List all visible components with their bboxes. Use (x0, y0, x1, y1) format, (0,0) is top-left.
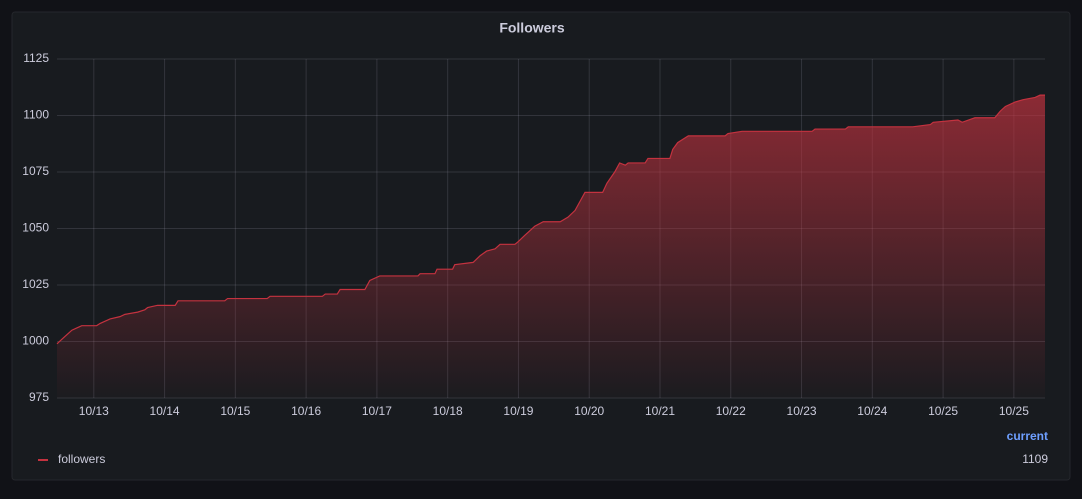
x-tick-label: 10/20 (574, 404, 604, 418)
legend-label[interactable]: followers (58, 452, 105, 466)
x-tick-label: 10/18 (433, 404, 463, 418)
line (56, 94, 1045, 345)
y-tick-label: 1100 (23, 108, 49, 122)
y-tick-label: 1050 (22, 221, 49, 235)
x-tick-label: 10/17 (362, 404, 392, 418)
chart-title: Followers (499, 20, 565, 36)
x-tick-label: 10/21 (645, 404, 675, 418)
x-tick-label: 10/23 (787, 404, 817, 418)
y-tick-label: 1075 (22, 164, 49, 178)
x-tick-label: 10/25 (999, 404, 1029, 418)
x-tick-label: 10/14 (150, 404, 180, 418)
y-tick-label: 975 (29, 390, 49, 404)
area (57, 95, 1045, 398)
x-tick-label: 10/25 (928, 404, 958, 418)
y-tick-label: 1125 (23, 51, 49, 65)
x-tick-label: 10/15 (220, 404, 250, 418)
legend-header: current (1007, 429, 1048, 443)
y-tick-label: 1000 (22, 334, 49, 348)
legend-value: 1109 (1022, 452, 1048, 466)
x-tick-label: 10/13 (79, 404, 109, 418)
x-tick-label: 10/19 (503, 404, 533, 418)
y-tick-label: 1025 (22, 277, 49, 291)
x-tick-label: 10/16 (291, 404, 321, 418)
x-tick-label: 10/22 (716, 404, 746, 418)
x-tick-label: 10/24 (857, 404, 887, 418)
